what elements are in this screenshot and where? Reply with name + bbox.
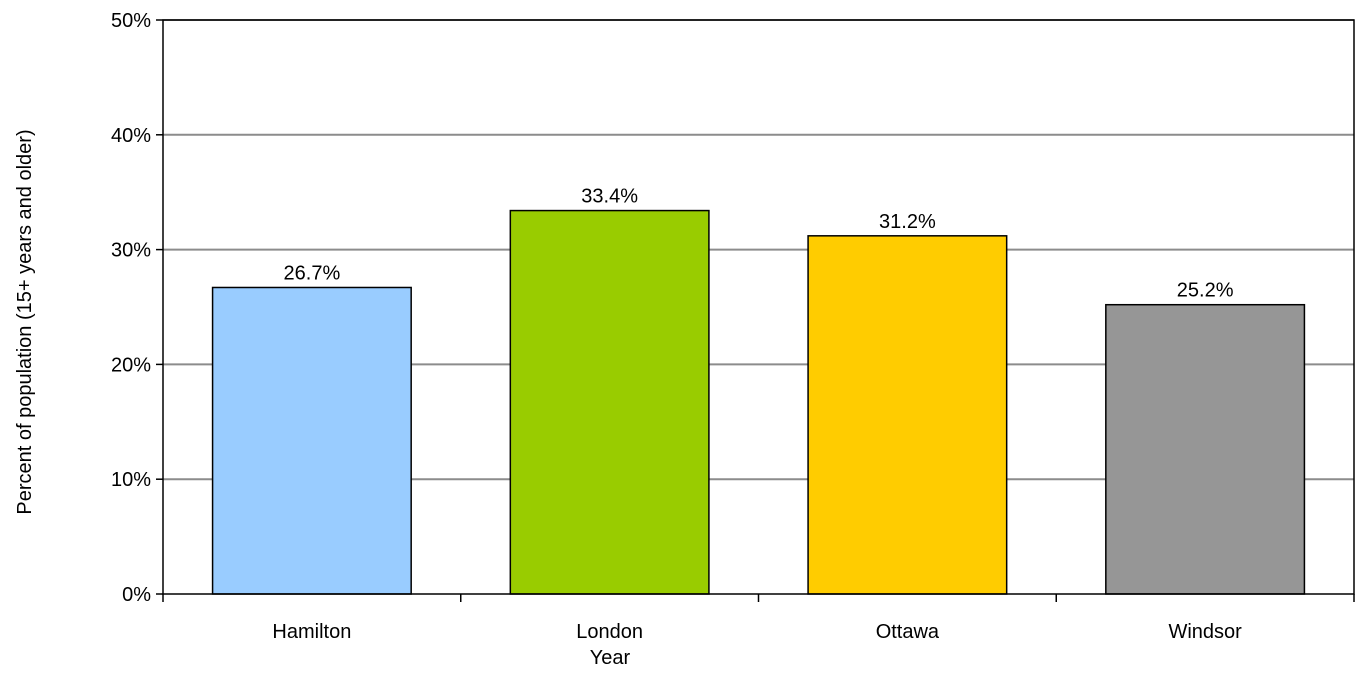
data-label: 25.2%: [1177, 280, 1234, 302]
bars: [211, 209, 1306, 595]
y-axis-title: Percent of population (15+ years and old…: [14, 129, 36, 514]
y-tick-label: 10%: [111, 469, 151, 491]
axes: [156, 19, 1355, 602]
data-label: 26.7%: [284, 262, 341, 284]
x-tick-label: Hamilton: [272, 621, 351, 643]
data-label: 33.4%: [581, 186, 638, 208]
bar-london: [509, 209, 710, 595]
x-tick-label: Windsor: [1168, 621, 1242, 643]
y-tick-label: 50%: [111, 10, 151, 32]
x-axis-title: Year: [590, 647, 631, 669]
bar-hamilton: [211, 286, 412, 595]
plot-frame: [162, 19, 1355, 595]
x-tick-label: London: [576, 621, 643, 643]
y-tick-label: 0%: [122, 584, 151, 606]
data-label: 31.2%: [879, 211, 936, 233]
y-tick-label: 30%: [111, 240, 151, 262]
bar-ottawa: [807, 235, 1008, 595]
y-tick-label: 20%: [111, 354, 151, 376]
x-tick-label: Ottawa: [876, 621, 940, 643]
labels: 0% 10% 20% 30% 40% 50% 26.7% Hamilton 33.4% Londo…: [111, 10, 1242, 643]
y-tick-label: 40%: [111, 125, 151, 147]
bar-windsor: [1105, 303, 1306, 595]
